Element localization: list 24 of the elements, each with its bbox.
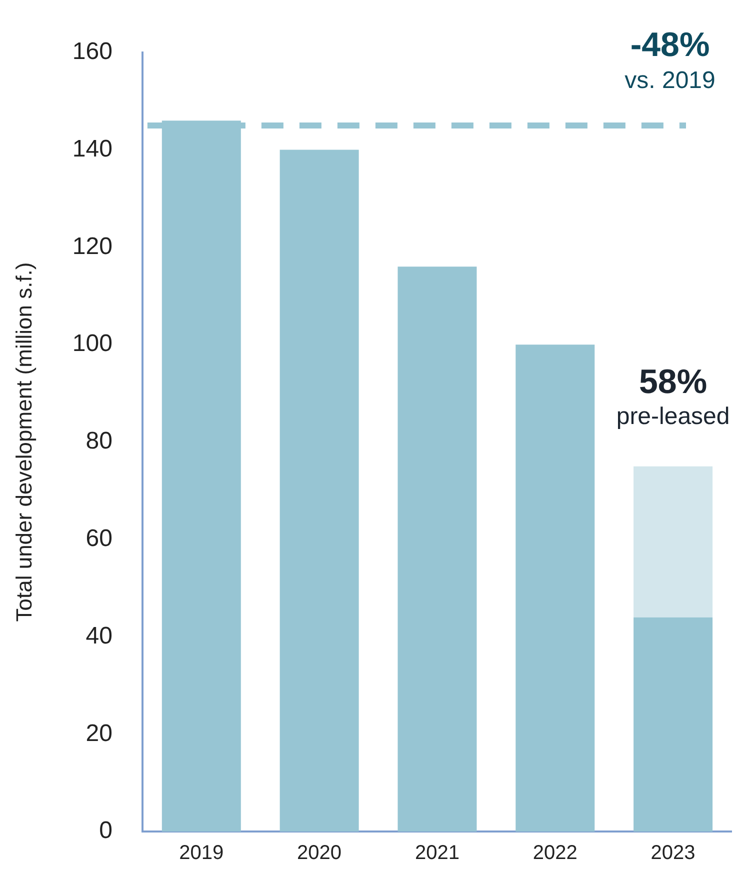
y-tick-label: 140 xyxy=(72,135,112,162)
bar xyxy=(634,466,713,618)
annotation: vs. 2019 xyxy=(624,67,716,94)
bar xyxy=(634,617,713,832)
y-tick-label: 160 xyxy=(72,38,112,66)
x-tick-label: 2021 xyxy=(414,842,460,864)
annotation: 58% xyxy=(639,363,708,401)
y-tick-label: 100 xyxy=(72,330,112,358)
y-tick-label: 80 xyxy=(86,428,112,455)
y-axis-title: Total under development (million s.f.) xyxy=(11,262,36,622)
bar xyxy=(516,344,595,832)
y-tick-label: 20 xyxy=(86,720,112,747)
annotation: pre-leased xyxy=(616,403,730,430)
y-tick-label: 60 xyxy=(86,525,112,552)
x-tick-label: 2022 xyxy=(532,842,578,864)
y-tick-label: 40 xyxy=(86,622,112,650)
y-tick-label: 120 xyxy=(72,232,112,260)
bar xyxy=(280,150,359,832)
annotation: -48% xyxy=(630,26,710,64)
x-tick-label: 2020 xyxy=(297,842,342,864)
x-tick-label: 2019 xyxy=(179,842,224,864)
bar xyxy=(398,266,477,832)
y-tick-label: 0 xyxy=(99,817,112,844)
x-tick-label: 2023 xyxy=(650,842,696,864)
